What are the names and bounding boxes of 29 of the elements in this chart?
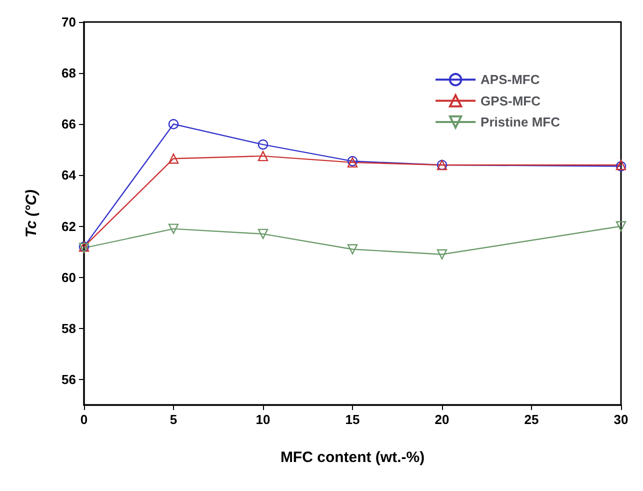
x-tick-label: 25 (524, 412, 539, 427)
x-tick-label: 10 (256, 412, 270, 427)
point (168, 119, 179, 130)
point (258, 150, 268, 162)
x-axis-title: MFC content (wt.-%) (280, 449, 425, 466)
point (168, 224, 179, 234)
y-tick-label: 62 (62, 218, 76, 234)
y-tick-label: 56 (62, 372, 76, 387)
x-tick-label: 30 (614, 412, 628, 427)
point (258, 228, 268, 240)
point (436, 249, 448, 260)
point (258, 139, 268, 150)
x-tick-label: 15 (345, 412, 360, 427)
legend-label: GPS-MFC (480, 93, 542, 108)
legend-label: APS-MFC (480, 72, 540, 88)
y-tick-label: 70 (62, 14, 76, 30)
y-tick-label: 58 (62, 320, 76, 336)
point (616, 221, 626, 232)
point (347, 244, 358, 254)
y-tick-label: 64 (62, 168, 77, 183)
x-tick-label: 0 (80, 412, 88, 427)
legend-label: Pristine MFC (480, 114, 561, 130)
y-tick-label: 66 (62, 116, 76, 132)
x-tick-label: 5 (170, 412, 178, 427)
y-axis-title: Tc (°C) (23, 190, 40, 238)
y-tick-label: 60 (62, 270, 76, 285)
y-tick-label: 68 (62, 66, 76, 81)
point (168, 154, 179, 164)
x-tick-label: 20 (434, 412, 450, 427)
